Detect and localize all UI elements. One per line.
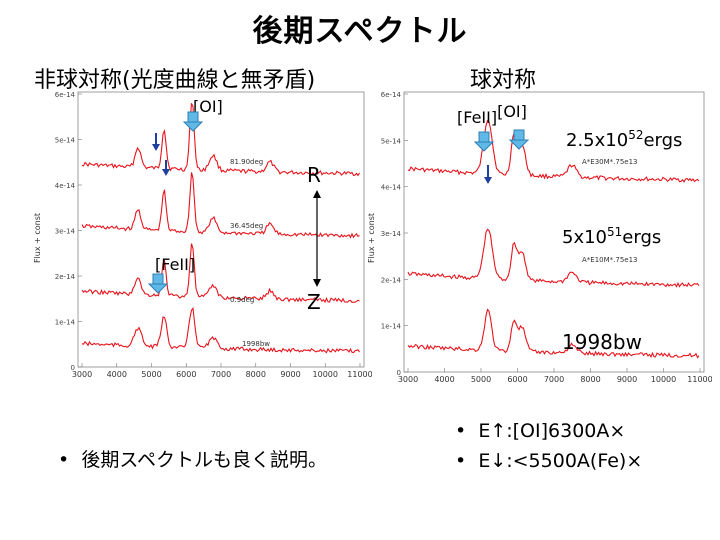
- right-y-tick-label: 0: [397, 369, 401, 377]
- left-curve-label: 1998bw: [242, 340, 270, 348]
- right-y-tick-label: 4e-14: [381, 184, 402, 192]
- right-feii-text: [FeII]: [457, 108, 498, 127]
- left-bullet: • 後期スペクトルも良く説明。: [58, 445, 327, 472]
- left-y-tick-label: 2e-14: [55, 273, 76, 281]
- right-bullet-1: • E↑:[OI]6300A×: [455, 416, 642, 446]
- left-x-tick-label: 9000: [280, 370, 300, 379]
- right-x-tick-label: 10000: [651, 375, 676, 384]
- energy-low-mantissa: 5x10: [562, 227, 608, 248]
- left-curves: [81, 103, 360, 354]
- energy-high-unit: ergs: [643, 130, 683, 151]
- left-curve-labels: 81.90deg 36.45deg 0.9deg 1998bw: [230, 158, 270, 348]
- energy-high-exponent: 52: [628, 128, 644, 142]
- right-curves: [407, 119, 700, 359]
- right-feii-oi-label: [FeII][OI]: [457, 102, 527, 127]
- left-heading: 非球対称(光度曲線と無矛盾): [34, 68, 316, 93]
- right-bullets: • E↑:[OI]6300A× • E↓:<5500A(Fe)×: [455, 416, 642, 476]
- left-y-axis-label: Flux + const: [33, 213, 42, 263]
- right-spectrum-curve: [407, 228, 700, 288]
- right-spectrum-plot: Flux + const 6e-14 5e-14 4e-14 3e-14 2e-14 1e…: [367, 91, 712, 384]
- right-curve-labels: A*E30M*.75e13 A*E10M*.75e13: [582, 158, 638, 264]
- right-y-tick-label: 5e-14: [381, 137, 402, 145]
- left-x-tick-label: 5000: [141, 370, 161, 379]
- energy-low-unit: ergs: [622, 227, 662, 248]
- left-spectrum-curve: [81, 243, 360, 304]
- left-x-tick-label: 11000: [347, 370, 372, 379]
- left-oi-label: [OI]: [193, 97, 223, 116]
- left-y-tick-label: 1e-14: [55, 319, 76, 327]
- slide-title: 後期スペクトル: [252, 14, 468, 49]
- left-spectrum-plot: Flux + const 6e-14 5e-14 4e-14 3e-14 2e-14 1e…: [33, 91, 372, 379]
- left-spectrum-curve: [81, 172, 360, 239]
- z-axis-label: Z: [307, 290, 321, 314]
- bullet-dot: •: [455, 450, 467, 472]
- left-curve-label: 36.45deg: [230, 222, 263, 230]
- right-y-tick-label: 3e-14: [381, 230, 402, 238]
- bullet-dot: •: [455, 420, 467, 442]
- left-bullet-text: 後期スペクトルも良く説明。: [81, 449, 327, 471]
- right-spectrum-curve: [407, 308, 700, 359]
- bullet-dot: •: [58, 449, 70, 471]
- left-spectrum-curve: [81, 103, 360, 177]
- r-axis-label: R: [307, 163, 321, 187]
- right-y-tick-label: 2e-14: [381, 276, 402, 284]
- left-x-tick-label: 10000: [313, 370, 338, 379]
- right-bullet-1-text: E↑:[OI]6300A×: [478, 420, 626, 442]
- right-x-tick-label: 5000: [471, 375, 491, 384]
- left-feii-label: [FeII]: [155, 255, 196, 274]
- right-y-ticks: 6e-14 5e-14 4e-14 3e-14 2e-14 1e-14 0: [381, 91, 408, 377]
- left-x-ticks: 3000 4000 5000 6000 7000 8000 9000 10000 11000: [72, 363, 372, 379]
- right-oi-text: [OI]: [497, 102, 527, 121]
- right-x-tick-label: 4000: [434, 375, 454, 384]
- right-x-tick-label: 9000: [617, 375, 637, 384]
- right-bullet-2: • E↓:<5500A(Fe)×: [455, 446, 642, 476]
- right-bullet-2-text: E↓:<5500A(Fe)×: [478, 450, 643, 472]
- bw-label: 1998bw: [562, 330, 642, 354]
- left-y-tick-label: 3e-14: [55, 228, 76, 236]
- energy-low-exponent: 51: [607, 225, 623, 239]
- left-x-tick-label: 3000: [72, 370, 92, 379]
- right-curve-label: A*E10M*.75e13: [582, 256, 638, 264]
- left-y-tick-label: 0: [71, 364, 75, 372]
- right-spectrum-curve: [407, 119, 700, 183]
- left-y-tick-label: 4e-14: [55, 182, 76, 190]
- left-y-tick-label: 5e-14: [55, 137, 76, 145]
- left-x-tick-label: 6000: [176, 370, 196, 379]
- right-down-arrow-icon: [484, 165, 492, 184]
- left-y-tick-label: 6e-14: [55, 91, 76, 99]
- right-y-tick-label: 1e-14: [381, 323, 402, 331]
- right-x-tick-label: 3000: [398, 375, 418, 384]
- right-x-tick-label: 6000: [507, 375, 527, 384]
- energy-high-mantissa: 2.5x10: [566, 130, 629, 151]
- right-x-tick-label: 8000: [580, 375, 600, 384]
- left-down-arrow-icon-2: [162, 160, 170, 176]
- left-down-arrow-icon-1: [152, 133, 160, 151]
- right-curve-label: A*E30M*.75e13: [582, 158, 638, 166]
- right-x-tick-label: 7000: [544, 375, 564, 384]
- left-x-tick-label: 7000: [211, 370, 231, 379]
- energy-high-label: 2.5x1052ergs: [566, 128, 682, 151]
- left-y-ticks: 6e-14 5e-14 4e-14 3e-14 2e-14 1e-14 0: [55, 91, 82, 372]
- energy-low-label: 5x1051ergs: [562, 225, 661, 248]
- left-oi-marker-icon: [182, 111, 204, 132]
- r-z-double-arrow-icon: [313, 190, 321, 287]
- left-x-tick-label: 8000: [246, 370, 266, 379]
- left-spectrum-curve: [81, 307, 360, 354]
- left-curve-label: 81.90deg: [230, 158, 263, 166]
- right-y-axis-label: Flux + const: [367, 213, 376, 263]
- left-curve-label: 0.9deg: [230, 296, 254, 304]
- left-feii-marker-icon: [147, 273, 169, 294]
- right-x-tick-label: 11000: [687, 375, 712, 384]
- right-heading: 球対称: [470, 68, 537, 93]
- right-feii-marker-icon: [473, 131, 495, 152]
- right-x-ticks: 3000 4000 5000 6000 7000 8000 9000 10000 11000: [398, 368, 712, 384]
- right-y-tick-label: 6e-14: [381, 91, 402, 99]
- right-oi-marker-icon: [508, 129, 530, 150]
- left-x-tick-label: 4000: [107, 370, 127, 379]
